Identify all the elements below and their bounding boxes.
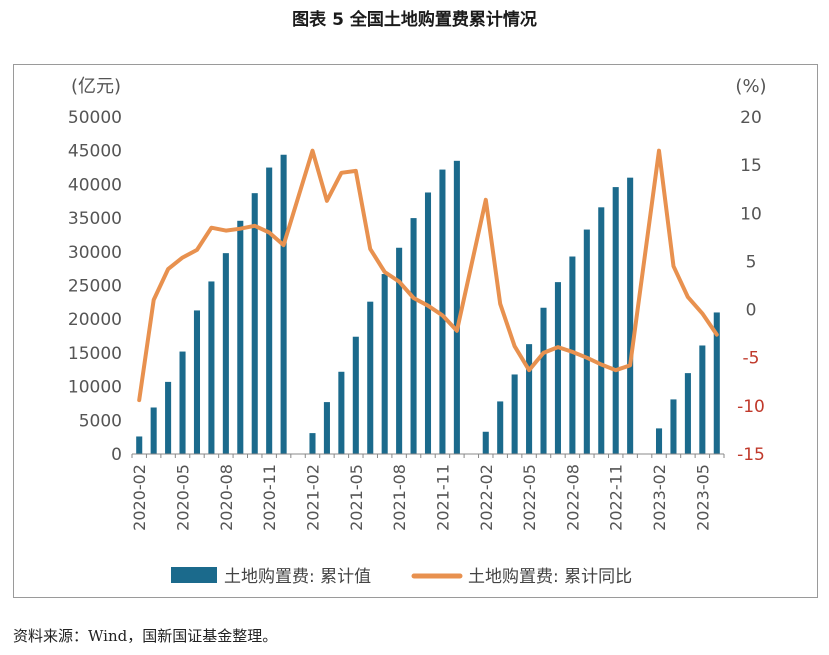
bar-cumulative <box>410 218 417 454</box>
bar-cumulative <box>222 253 229 454</box>
left-tick-label: 10000 <box>68 378 122 398</box>
bar-cumulative <box>583 229 590 454</box>
bar-cumulative <box>612 187 619 454</box>
right-tick-label: -10 <box>737 397 765 417</box>
x-tick-label: 2021-11 <box>433 464 452 531</box>
bar-cumulative <box>511 374 518 454</box>
left-tick-label: 35000 <box>68 209 122 229</box>
right-tick-label: -15 <box>737 445 765 465</box>
bar-cumulative <box>323 402 330 454</box>
x-tick-label: 2022-02 <box>477 464 496 531</box>
x-tick-label: 2021-02 <box>303 464 322 531</box>
bar-cumulative <box>699 345 706 454</box>
left-tick-label: 25000 <box>68 277 122 297</box>
bar-cumulative <box>569 256 576 454</box>
left-tick-label: 0 <box>111 445 122 465</box>
bar-cumulative <box>497 401 504 454</box>
legend-swatch-bar <box>171 567 217 583</box>
bar-cumulative <box>439 169 446 454</box>
bar-cumulative <box>453 160 460 454</box>
left-tick-label: 15000 <box>68 344 122 364</box>
bar-cumulative <box>237 220 244 454</box>
bar-cumulative <box>251 193 258 455</box>
x-tick-label: 2021-05 <box>347 464 366 531</box>
bar-cumulative <box>684 373 691 454</box>
bar-cumulative <box>136 436 143 454</box>
x-tick-label: 2020-11 <box>260 464 279 531</box>
right-tick-label: 5 <box>746 252 757 272</box>
x-tick-label: 2020-02 <box>130 464 149 531</box>
x-tick-label: 2023-02 <box>650 464 669 531</box>
legend-label-bar: 土地购置费: 累计值 <box>224 567 371 587</box>
right-tick-label: 20 <box>740 108 762 128</box>
bar-cumulative <box>713 312 720 454</box>
legend-label-line: 土地购置费: 累计同比 <box>468 567 632 587</box>
line-yoy-growth <box>137 148 719 403</box>
bar-cumulative <box>208 281 215 454</box>
left-tick-label: 40000 <box>68 175 122 195</box>
bar-cumulative <box>381 274 388 454</box>
left-tick-label: 5000 <box>79 411 122 431</box>
bar-cumulative <box>179 351 186 454</box>
bar-cumulative <box>627 177 634 454</box>
x-tick-label: 2021-08 <box>390 464 409 531</box>
chart-frame: (亿元) (%) 50000 45000 40000 35000 30000 25000 200… <box>13 64 818 598</box>
bar-cumulative <box>150 407 157 454</box>
x-tick-label: 2020-08 <box>217 464 236 531</box>
x-tick-label: 2022-05 <box>520 464 539 531</box>
right-tick-label: 10 <box>740 204 762 224</box>
bar-cumulative <box>540 307 547 454</box>
bar-cumulative <box>266 167 273 455</box>
bar-cumulative <box>193 310 201 454</box>
bar-cumulative <box>280 154 287 454</box>
bar-cumulative <box>670 399 677 454</box>
bar-cumulative <box>598 207 605 454</box>
right-tick-label: 15 <box>740 156 762 176</box>
chart-canvas: (亿元) (%)500004500040000350003000025000200… <box>68 76 767 587</box>
x-tick-label: 2022-11 <box>607 464 626 531</box>
left-tick-label: 45000 <box>68 142 122 162</box>
x-tick-label: 2022-08 <box>563 464 582 531</box>
bar-cumulative <box>526 344 533 454</box>
x-tick-label: 2023-05 <box>693 464 712 531</box>
right-tick-label: 0 <box>746 301 757 321</box>
left-tick-label: 20000 <box>68 310 122 330</box>
bar-cumulative <box>165 381 172 454</box>
bar-cumulative <box>367 301 374 454</box>
right-axis-unit: (%) <box>735 76 766 97</box>
bar-cumulative <box>352 336 359 454</box>
bar-cumulative <box>554 282 561 454</box>
bar-cumulative <box>424 192 432 454</box>
bar-cumulative <box>396 247 403 454</box>
bar-cumulative <box>338 371 345 454</box>
right-tick-label: -5 <box>743 349 760 369</box>
bar-cumulative <box>309 433 316 454</box>
left-tick-label: 30000 <box>68 243 122 263</box>
left-axis-unit: (亿元) <box>71 76 121 97</box>
x-tick-label: 2020-05 <box>174 464 193 531</box>
chart-title: 图表 5 全国土地购置费累计情况 <box>292 10 537 30</box>
bar-cumulative <box>482 431 489 454</box>
source-note: 资料来源：Wind，国新国证基金整理。 <box>13 627 278 645</box>
left-tick-label: 50000 <box>68 108 122 128</box>
bar-cumulative <box>655 428 663 454</box>
